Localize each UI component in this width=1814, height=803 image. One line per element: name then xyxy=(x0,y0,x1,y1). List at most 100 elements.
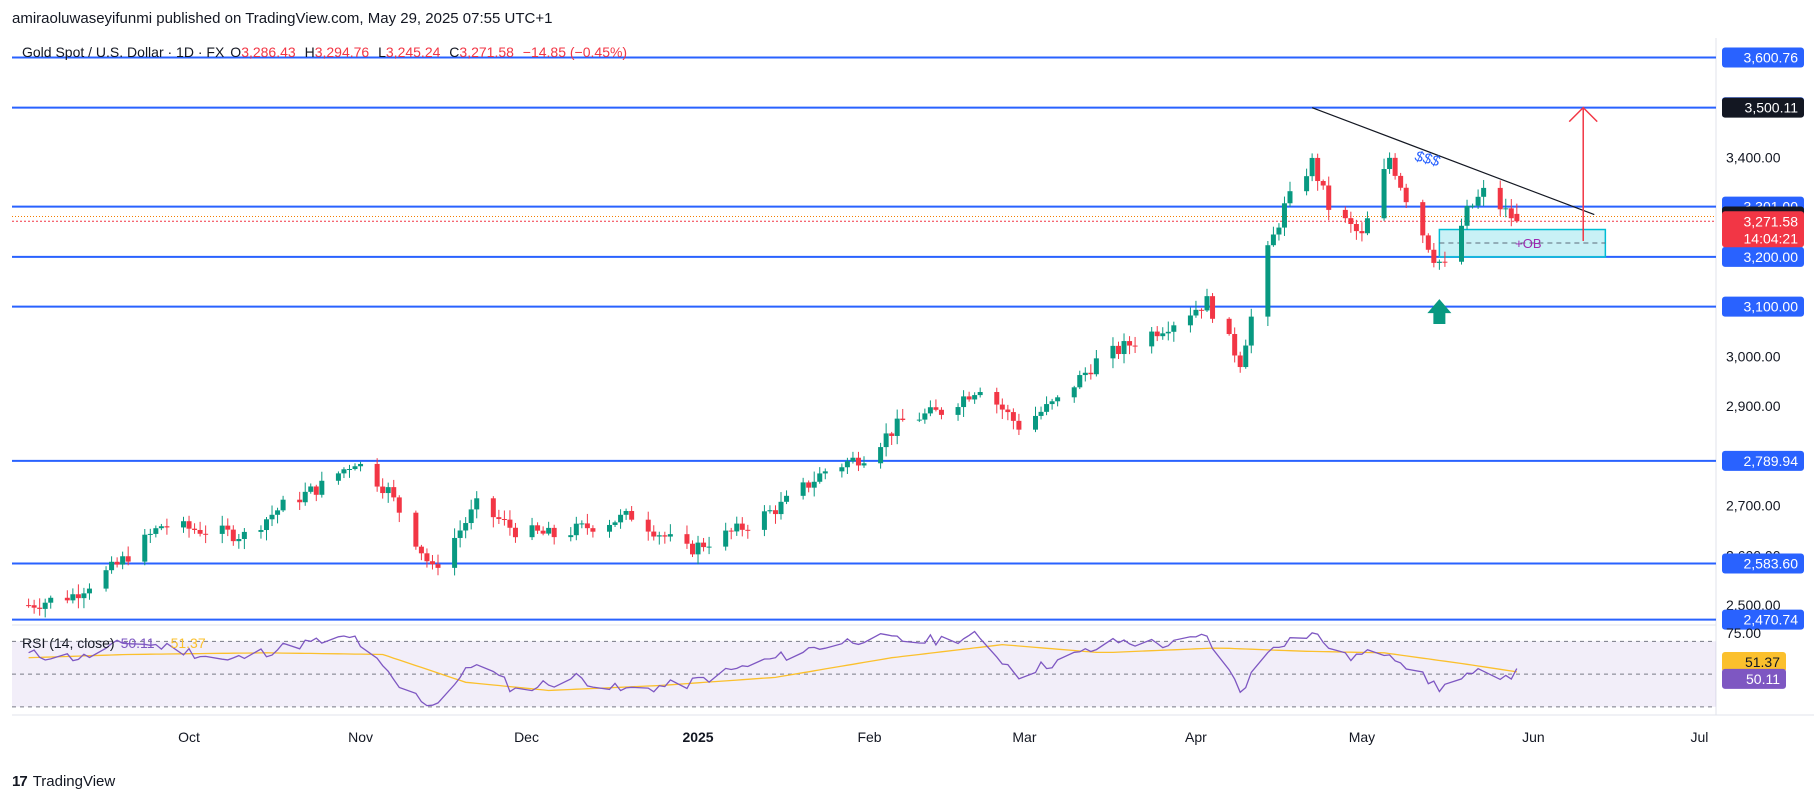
axes: 3,400.003,000.002,900.002,800.002,700.00… xyxy=(178,47,1804,745)
candle xyxy=(1475,189,1481,209)
candle xyxy=(197,521,203,537)
candle-body xyxy=(230,529,236,542)
candle xyxy=(861,456,867,468)
candle-body xyxy=(186,521,192,529)
candle-body xyxy=(258,530,264,532)
time-tick-label: Oct xyxy=(178,729,200,745)
candle xyxy=(1420,199,1426,244)
candle xyxy=(1243,339,1249,369)
candle xyxy=(966,391,972,402)
price-tick-label: 3,400.00 xyxy=(1726,149,1781,165)
time-tick-label: Feb xyxy=(857,729,881,745)
candle xyxy=(706,536,712,555)
candle-body xyxy=(961,396,967,408)
candle-body xyxy=(579,523,585,525)
candle-body xyxy=(540,530,546,534)
candle-body xyxy=(994,392,1000,405)
candle xyxy=(1005,404,1011,421)
candle-body xyxy=(806,482,812,488)
candle-body xyxy=(42,602,48,609)
level-price-tag: 2,789.94 xyxy=(1744,453,1799,469)
candle-body xyxy=(535,525,541,531)
candle xyxy=(728,527,734,540)
candle-body xyxy=(811,481,817,488)
candle-body xyxy=(1276,227,1282,235)
candle-body xyxy=(1204,296,1210,311)
candle xyxy=(739,517,745,537)
candle xyxy=(656,531,662,545)
candle-body xyxy=(701,542,707,548)
candle-body xyxy=(164,526,170,528)
candle-body xyxy=(651,531,657,537)
candle xyxy=(1497,180,1503,216)
candle xyxy=(938,407,944,420)
candle-body xyxy=(1121,341,1127,355)
candle xyxy=(391,479,397,502)
candle xyxy=(308,483,314,494)
candle xyxy=(684,525,690,549)
candle xyxy=(1204,288,1210,312)
candle-body xyxy=(1154,331,1160,337)
tradingview-logo[interactable]: 17 TradingView xyxy=(12,773,115,790)
candle xyxy=(662,531,668,544)
price-tags: 3,600.763,500.903,500.113,301.003,281.11… xyxy=(1722,47,1804,689)
candle-body xyxy=(109,561,115,571)
candle xyxy=(1508,199,1514,227)
candle xyxy=(1038,406,1044,420)
candle xyxy=(418,544,424,561)
candle-body xyxy=(120,556,126,565)
candle xyxy=(230,525,236,546)
candle-body xyxy=(1431,249,1437,263)
candle-body xyxy=(1508,208,1514,219)
candle xyxy=(75,584,81,609)
candle xyxy=(114,557,120,568)
candle xyxy=(540,526,546,536)
candle xyxy=(645,511,651,541)
candle xyxy=(474,491,480,519)
candle xyxy=(607,519,613,538)
candle-body xyxy=(1481,187,1487,197)
candle-body xyxy=(695,542,701,555)
candle xyxy=(1165,321,1171,341)
candle-body xyxy=(147,533,153,535)
candle-body xyxy=(496,517,502,520)
rsi-tag: 50.11 xyxy=(1746,671,1780,687)
price-tick-label: 3,000.00 xyxy=(1726,348,1781,364)
candle xyxy=(1160,327,1166,340)
candle xyxy=(258,525,264,539)
candle xyxy=(1044,396,1050,416)
candle xyxy=(1016,413,1022,436)
candle-body xyxy=(734,523,740,532)
candle-body xyxy=(839,467,845,472)
candle xyxy=(424,548,430,568)
candle xyxy=(280,495,286,513)
candle xyxy=(236,533,242,549)
candle-body xyxy=(507,519,513,528)
candle-body xyxy=(197,529,203,534)
candle xyxy=(1149,326,1155,354)
annotation-overlay: +OB $$$ xyxy=(1311,106,1598,325)
candle-body xyxy=(81,593,87,599)
candle xyxy=(695,535,701,565)
candle xyxy=(1315,153,1321,191)
candle-body xyxy=(1243,345,1249,368)
publisher-line: amiraoluwaseyifunmi published on Trading… xyxy=(12,10,553,27)
time-tick-label: May xyxy=(1349,729,1375,745)
candle xyxy=(806,480,812,493)
candle xyxy=(1226,317,1232,336)
candle xyxy=(1010,408,1016,430)
candle xyxy=(883,423,889,457)
level-price-tag: 3,200.00 xyxy=(1744,249,1799,265)
support-arrow-icon xyxy=(1427,299,1452,325)
candle-body xyxy=(551,527,557,538)
candle-body xyxy=(689,543,695,555)
candle-body xyxy=(1459,225,1465,262)
candle xyxy=(70,588,76,604)
candle-body xyxy=(1149,331,1155,347)
candle xyxy=(761,505,767,537)
candle xyxy=(380,478,386,499)
candle xyxy=(1364,211,1370,236)
target-arrow-head-icon xyxy=(1568,106,1598,123)
candle-body xyxy=(662,535,668,537)
